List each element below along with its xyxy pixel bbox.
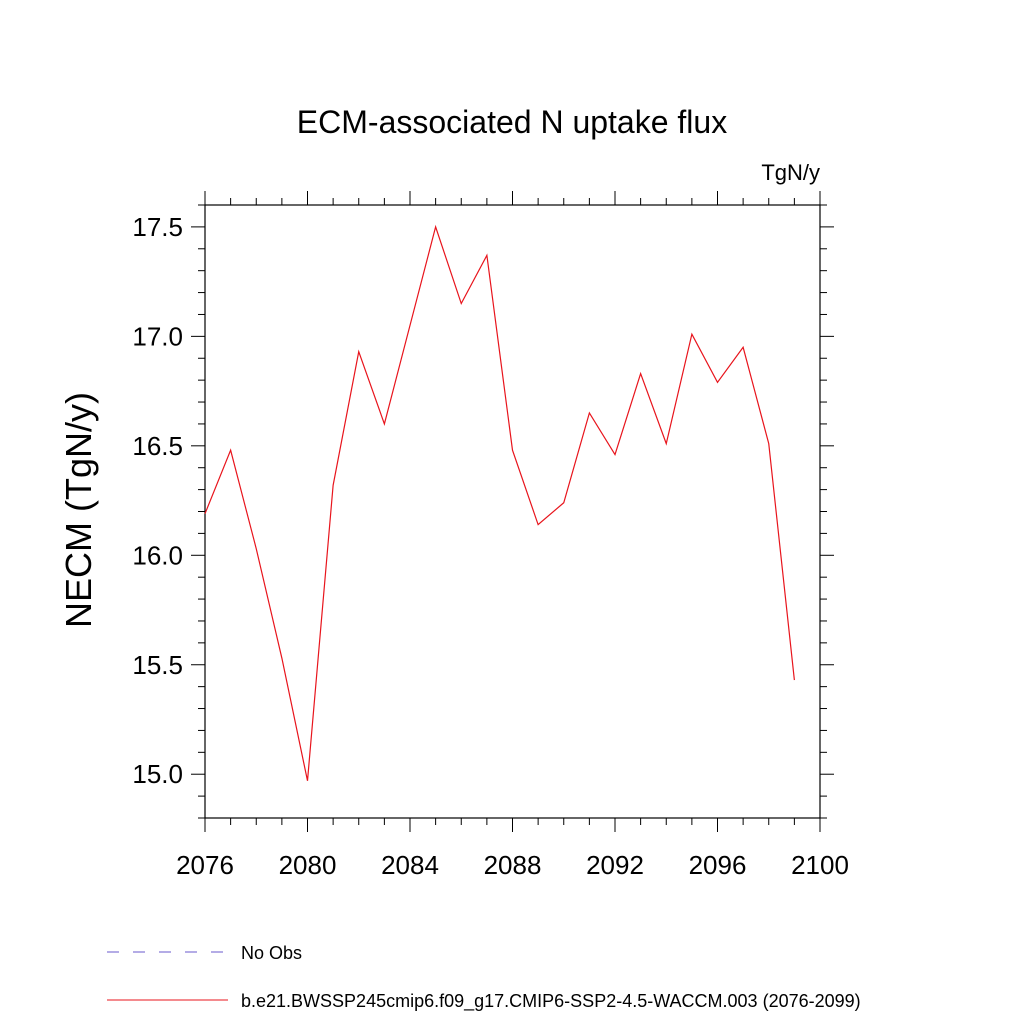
x-tick-label: 2088 (484, 850, 542, 880)
legend-label: b.e21.BWSSP245cmip6.f09_g17.CMIP6-SSP2-4… (241, 991, 861, 1012)
x-tick-label: 2096 (689, 850, 747, 880)
x-axis: 2076 2080 2084 2088 2092 2096 2100 (176, 191, 849, 880)
series-layer (204, 224, 795, 781)
y-tick-label: 17.0 (132, 321, 183, 351)
x-tick-label: 2100 (791, 850, 849, 880)
x-tick-label: 2084 (381, 850, 439, 880)
y-axis-label: NECM (TgN/y) (58, 392, 99, 628)
y-tick-label: 16.0 (132, 540, 183, 570)
plot-frame (204, 204, 821, 819)
legend: No Obs b.e21.BWSSP245cmip6.f09_g17.CMIP6-… (107, 943, 861, 1012)
y-tick-label: 15.0 (132, 759, 183, 789)
y-tick-label: 16.5 (132, 431, 183, 461)
y-tick-label: 17.5 (132, 212, 183, 242)
x-tick-label: 2076 (176, 850, 234, 880)
y-axis: 15.0 15.5 16.0 16.5 17.0 17.5 (132, 204, 834, 819)
units-label: TgN/y (761, 160, 820, 185)
legend-label: No Obs (241, 943, 302, 963)
x-tick-label: 2080 (279, 850, 337, 880)
series-line (204, 224, 795, 781)
x-tick-label: 2092 (586, 850, 644, 880)
y-tick-label: 15.5 (132, 650, 183, 680)
chart-title: ECM-associated N uptake flux (297, 104, 727, 140)
